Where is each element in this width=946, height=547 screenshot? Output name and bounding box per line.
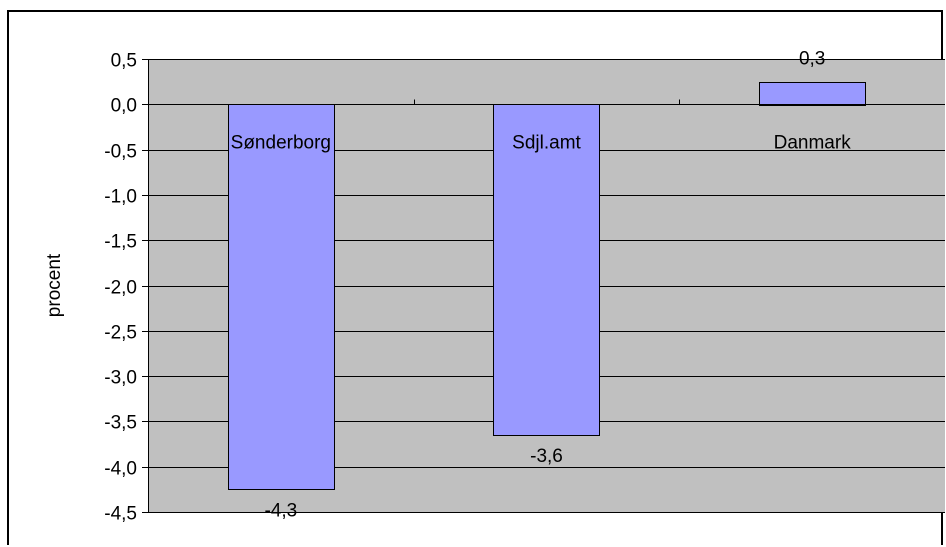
category-label: Sønderborg — [231, 133, 331, 154]
y-tick-label: -4,0 — [104, 459, 137, 480]
bar — [228, 104, 335, 490]
axes — [142, 59, 945, 513]
y-tick-label: -0,5 — [104, 142, 137, 163]
y-tick-label: 0,5 — [111, 51, 137, 72]
y-tick-label: -3,5 — [104, 413, 137, 434]
bar — [493, 104, 600, 436]
y-tick-label: -2,5 — [104, 323, 137, 344]
y-tick-label: -4,5 — [104, 504, 137, 525]
y-tick-label: -2,0 — [104, 278, 137, 299]
labels: 0,5 0,0 -0,5 -1,0 -1,5 -2,0 -2,5 -3,0 -3,5 -4,0 -4… — [104, 49, 851, 525]
y-axis-title: procent — [44, 253, 65, 317]
data-label: 0,3 — [799, 49, 825, 70]
data-label: -3,6 — [530, 446, 563, 467]
bar — [759, 82, 866, 106]
data-label: -4,3 — [264, 500, 297, 521]
chart-frame: 0,5 0,0 -0,5 -1,0 -1,5 -2,0 -2,5 -3,0 -3,5 -4,0 -4… — [7, 10, 945, 545]
y-tick-label: 0,0 — [111, 96, 137, 117]
y-tick-label: -1,0 — [104, 187, 137, 208]
category-label: Danmark — [774, 133, 852, 154]
bar-chart: 0,5 0,0 -0,5 -1,0 -1,5 -2,0 -2,5 -3,0 -3,5 -4,0 -4… — [44, 49, 945, 525]
y-tick-label: -3,0 — [104, 368, 137, 389]
category-label: Sdjl.amt — [512, 133, 581, 154]
bars — [228, 82, 866, 490]
y-tick-label: -1,5 — [104, 232, 137, 253]
